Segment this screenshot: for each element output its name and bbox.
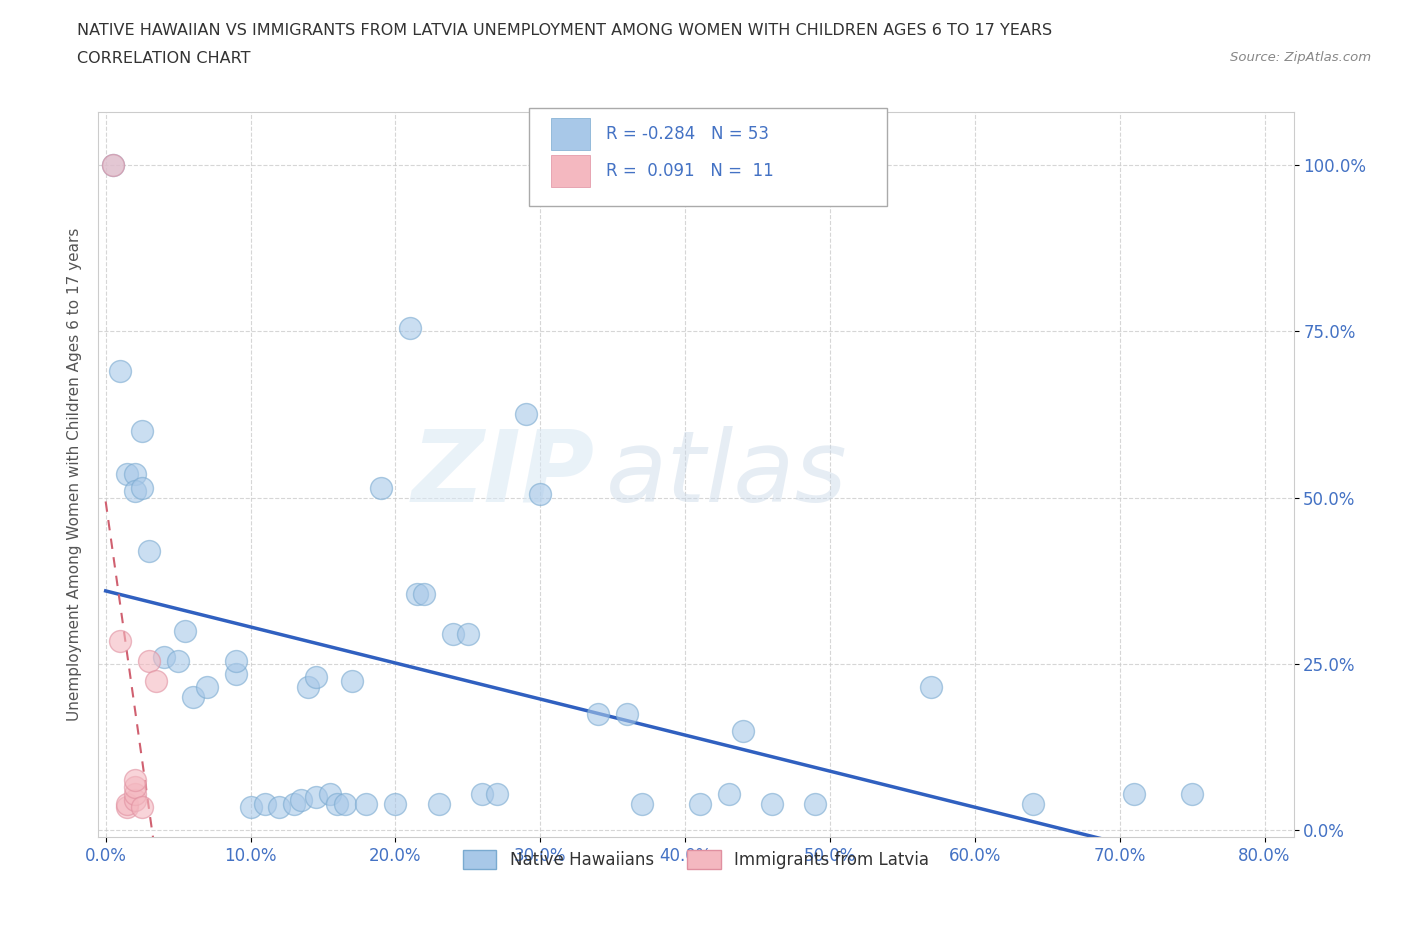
Text: Source: ZipAtlas.com: Source: ZipAtlas.com (1230, 51, 1371, 64)
Point (225, 653, 247, 668)
Point (269, 800, 291, 815)
Point (630, 796, 652, 811)
FancyBboxPatch shape (551, 118, 589, 150)
Point (1123, 786, 1146, 801)
Point (370, 480, 392, 495)
Legend: Native Hawaiians, Immigrants from Latvia: Native Hawaiians, Immigrants from Latvia (457, 844, 935, 876)
Point (399, 321, 422, 336)
Point (283, 796, 305, 811)
Point (441, 627, 464, 642)
Point (181, 690, 204, 705)
Point (124, 773, 146, 788)
Point (131, 423, 153, 438)
Point (138, 653, 160, 668)
Point (174, 623, 197, 638)
Point (117, 796, 139, 811)
Point (413, 587, 436, 602)
Point (731, 724, 754, 738)
Point (117, 467, 139, 482)
FancyBboxPatch shape (529, 108, 887, 206)
Point (124, 786, 146, 801)
Point (305, 670, 328, 684)
Point (406, 587, 429, 602)
Point (124, 793, 146, 808)
Point (471, 786, 494, 801)
Point (1022, 796, 1045, 811)
Point (804, 796, 827, 811)
Text: atlas: atlas (606, 426, 848, 523)
Point (616, 707, 638, 722)
Point (689, 796, 711, 811)
Point (1181, 786, 1204, 801)
Point (138, 543, 160, 558)
Point (761, 796, 783, 811)
Point (297, 680, 319, 695)
Text: CORRELATION CHART: CORRELATION CHART (77, 51, 250, 66)
Point (101, 157, 124, 172)
Point (101, 157, 124, 172)
Point (586, 707, 609, 722)
Text: R =  0.091   N =  11: R = 0.091 N = 11 (606, 162, 775, 180)
Point (457, 627, 479, 642)
Point (319, 786, 342, 801)
Text: NATIVE HAWAIIAN VS IMMIGRANTS FROM LATVIA UNEMPLOYMENT AMONG WOMEN WITH CHILDREN: NATIVE HAWAIIAN VS IMMIGRANTS FROM LATVI… (77, 23, 1053, 38)
Point (427, 796, 450, 811)
Point (356, 796, 378, 811)
Point (152, 650, 174, 665)
Point (195, 680, 218, 695)
Point (225, 667, 247, 682)
Point (515, 407, 537, 422)
Point (290, 793, 312, 808)
Point (124, 484, 146, 498)
FancyBboxPatch shape (551, 155, 589, 187)
Point (124, 467, 146, 482)
Point (920, 680, 942, 695)
Point (108, 633, 131, 648)
Point (717, 786, 740, 801)
Point (384, 796, 406, 811)
Point (340, 673, 363, 688)
Text: ZIP: ZIP (412, 426, 595, 523)
Y-axis label: Unemployment Among Women with Children Ages 6 to 17 years: Unemployment Among Women with Children A… (66, 228, 82, 721)
Point (131, 480, 153, 495)
Point (326, 796, 349, 811)
Point (124, 779, 146, 794)
Text: R = -0.284   N = 53: R = -0.284 N = 53 (606, 126, 769, 143)
Point (131, 800, 153, 815)
Point (305, 790, 328, 804)
Point (108, 364, 131, 379)
Point (145, 673, 167, 688)
Point (529, 486, 551, 501)
Point (333, 796, 356, 811)
Point (485, 786, 508, 801)
Point (239, 800, 262, 815)
Point (167, 653, 190, 668)
Point (253, 796, 276, 811)
Point (117, 800, 139, 815)
